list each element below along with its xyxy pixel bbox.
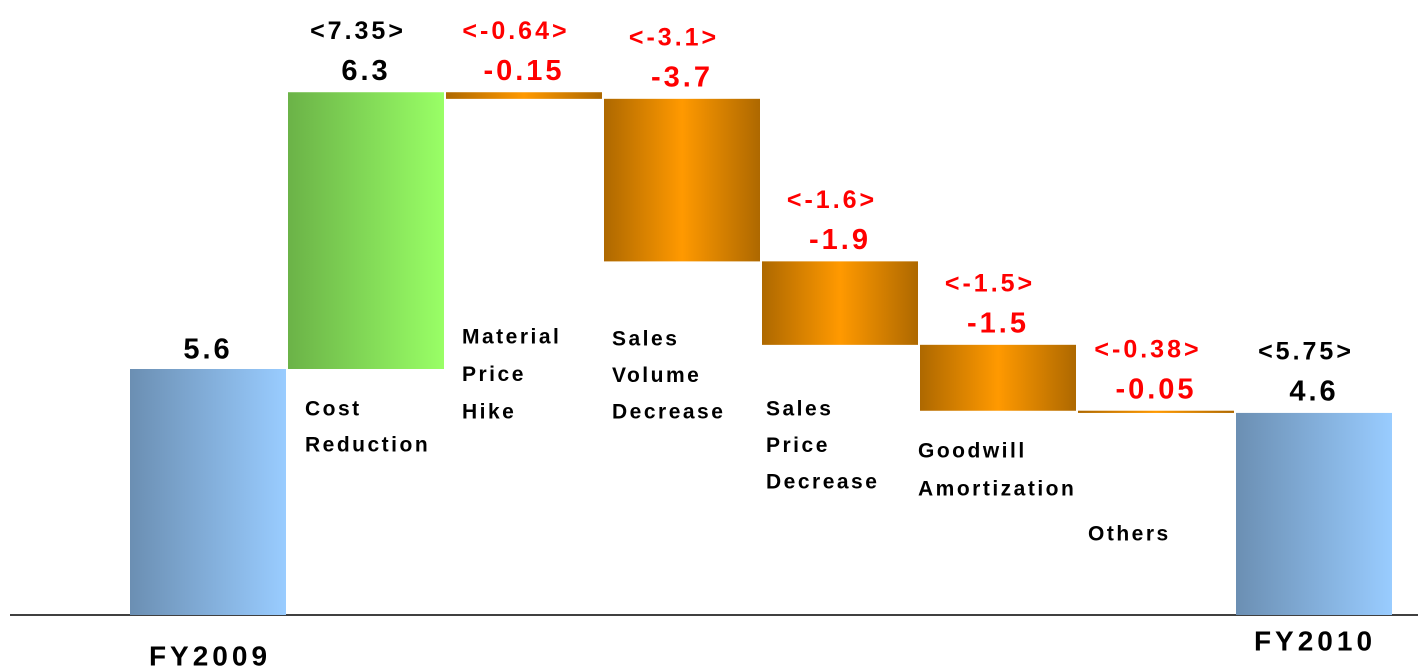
category-label: Reduction: [305, 434, 430, 457]
value-label: 4.6: [1289, 376, 1338, 408]
category-label: Decrease: [612, 401, 725, 424]
bracket-label: <-1.6>: [787, 186, 877, 214]
category-label: Goodwill: [918, 440, 1027, 463]
bracket-label: <-1.5>: [945, 269, 1035, 297]
bracket-label: <-0.64>: [462, 17, 569, 45]
bracket-label: <7.35>: [310, 17, 406, 45]
value-label: -0.15: [483, 55, 564, 87]
category-label: Price: [462, 363, 526, 386]
category-label: Cost: [305, 398, 362, 421]
bracket-label: <-0.38>: [1094, 335, 1201, 363]
category-label: Material: [462, 326, 561, 349]
value-label: -3.7: [651, 61, 713, 93]
value-label: 6.3: [341, 55, 390, 87]
bar-shade: [762, 261, 918, 345]
bar-shade: [130, 369, 286, 615]
bar-shade: [604, 98, 760, 262]
category-label: FY2009: [149, 640, 271, 671]
value-label: 5.6: [183, 334, 232, 366]
bracket-label: <-3.1>: [629, 23, 719, 51]
category-label: FY2010: [1254, 625, 1376, 656]
category-label: Sales: [766, 398, 833, 421]
category-label: Decrease: [766, 471, 879, 494]
bracket-label: <5.75>: [1258, 338, 1354, 366]
category-label: Hike: [462, 401, 516, 424]
value-label: -1.9: [809, 224, 871, 256]
bar-shade: [446, 92, 602, 99]
bar-shade: [1236, 412, 1392, 615]
category-label: Others: [1088, 523, 1171, 546]
bar-shade: [920, 344, 1076, 411]
category-label: Volume: [612, 364, 701, 387]
bar-shade: [1078, 410, 1234, 413]
bar-shade: [288, 92, 444, 369]
category-label: Amortization: [918, 478, 1076, 501]
value-label: -1.5: [967, 307, 1029, 339]
value-label: -0.05: [1115, 373, 1196, 405]
category-label: Sales: [612, 328, 679, 351]
category-label: Price: [766, 434, 830, 457]
